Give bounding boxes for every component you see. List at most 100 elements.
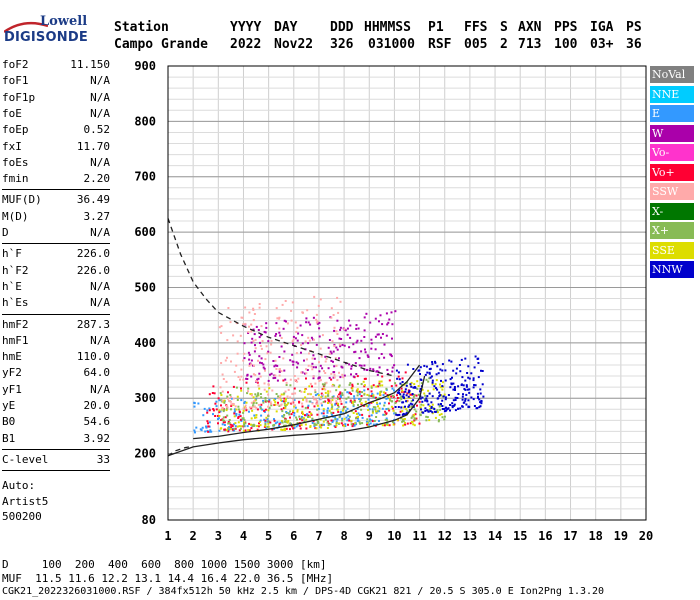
echo-point — [289, 416, 291, 419]
echo-point — [370, 419, 373, 422]
echo-point — [473, 384, 476, 386]
echo-point — [277, 395, 280, 398]
param-value: 11.70 — [76, 139, 110, 153]
echo-point — [290, 319, 293, 322]
echo-point — [475, 407, 478, 410]
echo-point — [331, 405, 334, 408]
echo-point — [316, 408, 319, 411]
echo-point — [262, 366, 265, 369]
echo-point — [461, 395, 464, 398]
header-label-ps: PS — [626, 20, 642, 35]
echo-point — [308, 392, 311, 395]
param-value: 20.0 — [83, 399, 111, 412]
echo-point — [335, 420, 338, 423]
echo-point — [386, 397, 389, 400]
echo-point — [283, 369, 286, 372]
echo-point — [314, 391, 317, 394]
echo-point — [393, 389, 395, 392]
echo-point — [311, 368, 314, 371]
echo-point — [378, 320, 380, 323]
header-value-ddd: 326 — [330, 37, 354, 52]
echo-point — [252, 405, 254, 408]
echo-point — [286, 395, 289, 398]
echo-point — [403, 383, 406, 386]
echo-point — [340, 338, 343, 340]
echo-point — [248, 325, 250, 328]
echo-point — [333, 329, 336, 332]
echo-point — [411, 403, 414, 406]
echo-point — [227, 307, 230, 309]
echo-point — [290, 309, 293, 312]
echo-point — [321, 388, 324, 391]
echo-point — [377, 405, 379, 408]
echo-point — [242, 323, 245, 326]
echo-point — [394, 382, 397, 385]
echo-point — [467, 365, 470, 368]
echo-point — [376, 403, 379, 405]
echo-point — [409, 422, 412, 425]
echo-point — [480, 369, 482, 372]
echo-point — [287, 412, 290, 415]
echo-point — [464, 398, 467, 400]
echo-point — [316, 413, 319, 416]
echo-point — [265, 427, 268, 430]
echo-point — [250, 341, 253, 344]
echo-point — [252, 340, 255, 343]
echo-point — [230, 360, 232, 363]
echo-point — [371, 410, 374, 413]
echo-point — [208, 421, 211, 424]
echo-point — [441, 395, 444, 398]
echo-point — [231, 428, 234, 431]
param-label: fmin — [2, 172, 29, 186]
echo-point — [226, 339, 229, 342]
echo-point — [269, 421, 272, 424]
echo-point — [368, 394, 371, 397]
header-label-axn: AXN — [518, 20, 542, 35]
param-value: 11.150 — [70, 58, 110, 71]
echo-point — [286, 322, 289, 325]
echo-point — [243, 342, 246, 345]
echo-point — [406, 363, 409, 366]
echo-point — [206, 409, 209, 412]
echo-point — [267, 405, 270, 408]
echo-point — [319, 379, 322, 382]
echo-point — [439, 368, 442, 371]
echo-point — [337, 405, 340, 408]
echo-point — [238, 425, 241, 428]
echo-point — [279, 334, 282, 337]
echo-point — [274, 359, 277, 362]
header-label-day: DAY — [274, 20, 298, 35]
echo-point — [370, 338, 373, 341]
echo-point — [249, 393, 252, 396]
echo-point — [281, 421, 284, 424]
echo-point — [262, 399, 265, 402]
echo-point — [339, 394, 342, 397]
param-value: N/A — [90, 106, 110, 120]
echo-point — [316, 393, 319, 396]
echo-point — [320, 396, 323, 399]
echo-point — [384, 422, 387, 425]
echo-point — [383, 356, 386, 359]
echo-point — [298, 424, 301, 427]
echo-point — [400, 395, 403, 398]
echo-point — [259, 405, 262, 408]
echo-point — [248, 353, 251, 356]
echo-point — [265, 416, 268, 419]
echo-point — [233, 410, 236, 413]
echo-point — [222, 378, 225, 380]
echo-point — [353, 400, 356, 403]
echo-point — [459, 407, 462, 410]
echo-point — [349, 400, 352, 403]
echo-point — [437, 372, 440, 375]
echo-point — [341, 417, 344, 420]
echo-point — [229, 400, 232, 403]
echo-point — [358, 357, 361, 360]
echo-point — [335, 364, 338, 367]
echo-point — [370, 414, 373, 417]
echo-point — [361, 391, 363, 394]
echo-point — [431, 411, 434, 414]
param-row: foE N/A — [2, 107, 110, 124]
echo-point — [439, 383, 441, 386]
echo-point — [430, 405, 433, 408]
